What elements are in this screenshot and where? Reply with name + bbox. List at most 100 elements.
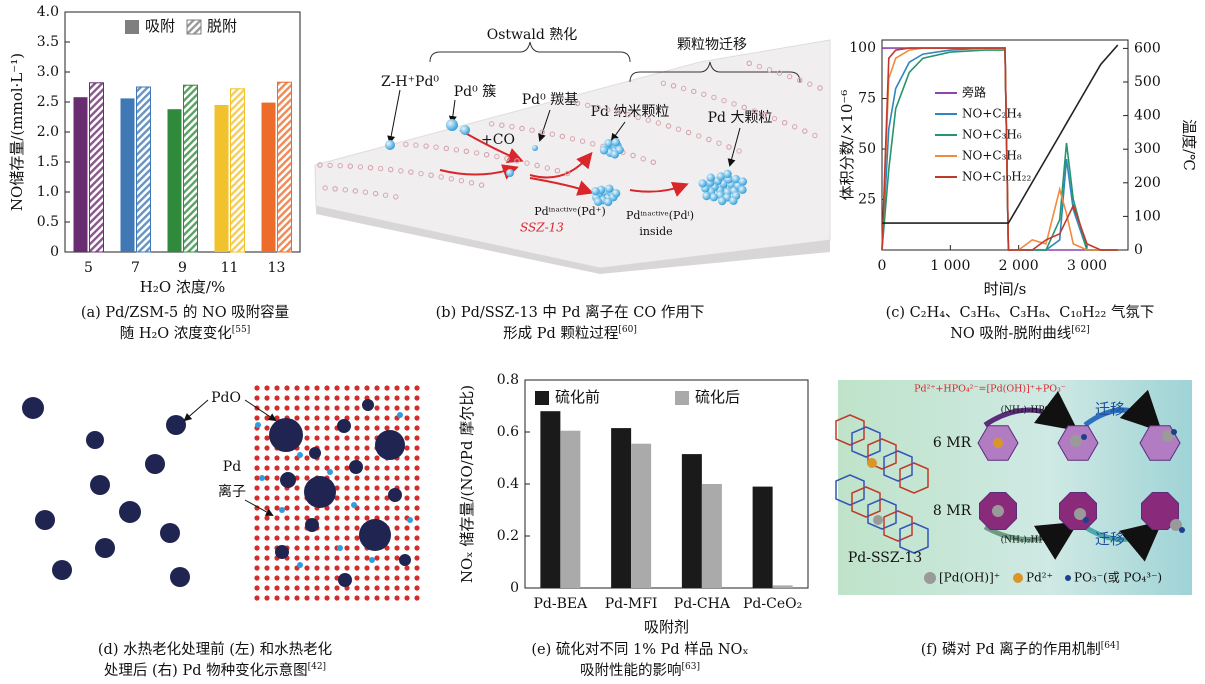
atom — [384, 385, 390, 391]
lattice-node — [741, 104, 747, 111]
particle-atom — [610, 150, 620, 159]
lattice-node — [317, 162, 323, 168]
lattice-node — [554, 168, 561, 174]
y2-axis-label: 温度/℃ — [1180, 119, 1198, 171]
framework-label: Pd-SSZ-13 — [848, 550, 922, 566]
lattice-node — [443, 145, 449, 152]
atom — [374, 575, 380, 581]
atom — [344, 385, 350, 391]
atom — [294, 485, 300, 491]
lattice-node — [388, 166, 394, 173]
atom — [324, 575, 330, 581]
particle-atom — [506, 169, 514, 177]
atom — [344, 455, 350, 461]
atom — [404, 385, 410, 391]
atom — [394, 545, 400, 551]
line-series — [882, 44, 1119, 224]
atom — [374, 595, 380, 601]
atom — [344, 545, 350, 551]
atom — [364, 455, 370, 461]
lattice-node — [660, 80, 667, 87]
particle-atom — [702, 191, 711, 201]
atom — [264, 575, 270, 581]
x-tick-label: Pd-BEA — [534, 596, 589, 612]
atom — [414, 455, 420, 461]
bar — [136, 86, 151, 253]
pd-ion — [369, 557, 375, 563]
pdo-particle — [275, 545, 289, 559]
cage-edge — [899, 522, 929, 554]
atom — [294, 545, 300, 551]
atom — [374, 485, 380, 491]
lattice-node — [438, 174, 444, 180]
y-tick-label: 1.0 — [37, 184, 59, 200]
atom — [324, 595, 330, 601]
atom — [414, 565, 420, 571]
atom — [334, 565, 340, 571]
legend-label: 脱附 — [207, 17, 237, 35]
atom — [254, 435, 260, 441]
atom — [354, 525, 360, 531]
lattice-node — [701, 91, 707, 98]
y2-tick-label: 200 — [1134, 175, 1161, 191]
atom — [284, 385, 290, 391]
atom — [384, 565, 390, 571]
lattice-node — [605, 107, 611, 113]
atom — [354, 495, 360, 501]
y-tick-label: 4.0 — [37, 4, 59, 20]
lattice-node — [635, 114, 641, 121]
atom — [414, 485, 420, 491]
atom — [364, 575, 370, 581]
bar — [277, 81, 292, 253]
lattice-node — [787, 73, 793, 80]
particle-atom — [603, 197, 613, 207]
atom — [334, 405, 340, 411]
y2-tick-label: 300 — [1134, 141, 1161, 157]
atom — [404, 525, 410, 531]
atom — [384, 515, 390, 521]
lattice-node — [751, 108, 757, 114]
atom — [354, 445, 360, 451]
pdo-particle — [375, 430, 405, 460]
y-tick-label: 0.5 — [37, 214, 59, 230]
lattice-node — [721, 97, 727, 104]
atom — [274, 485, 280, 491]
atom — [354, 435, 360, 441]
atom — [414, 445, 420, 451]
lattice-node — [327, 162, 333, 169]
lattice-node — [337, 163, 343, 169]
atom — [274, 565, 280, 571]
atom — [314, 555, 320, 561]
atom — [264, 505, 270, 511]
reagent-label: (NH₄)₂HPO₄ — [1001, 535, 1056, 546]
bar — [631, 443, 652, 588]
atom — [344, 565, 350, 571]
species-label: Z-H⁺Pd⁰ — [381, 74, 439, 90]
ion — [1074, 508, 1086, 520]
x-axis-label: 吸附剂 — [644, 618, 689, 636]
lattice-node — [499, 122, 505, 128]
pdo-particle — [399, 554, 411, 566]
atom — [254, 475, 260, 481]
atom — [284, 525, 290, 531]
cage-edge — [851, 426, 881, 458]
particle-atom — [717, 196, 727, 206]
atom — [344, 395, 350, 401]
phosphate — [1083, 517, 1089, 523]
lattice-node — [726, 144, 732, 150]
bar — [167, 109, 182, 252]
species-label: PdO — [211, 390, 241, 406]
atom — [404, 575, 410, 581]
lattice-node — [393, 194, 399, 200]
y-axis-label: 体积分数/×10⁻⁶ — [838, 90, 856, 201]
atom — [284, 395, 290, 401]
atom — [394, 515, 400, 521]
atom — [254, 445, 260, 451]
x-tick-label: 0 — [878, 258, 887, 274]
y-tick-label: 2.0 — [37, 124, 59, 140]
bar — [89, 82, 104, 253]
x-tick-label: 7 — [131, 260, 140, 276]
atom — [294, 495, 300, 501]
atom — [404, 445, 410, 451]
caption: (a) Pd/ZSM-5 的 NO 吸附容量 — [81, 304, 289, 321]
